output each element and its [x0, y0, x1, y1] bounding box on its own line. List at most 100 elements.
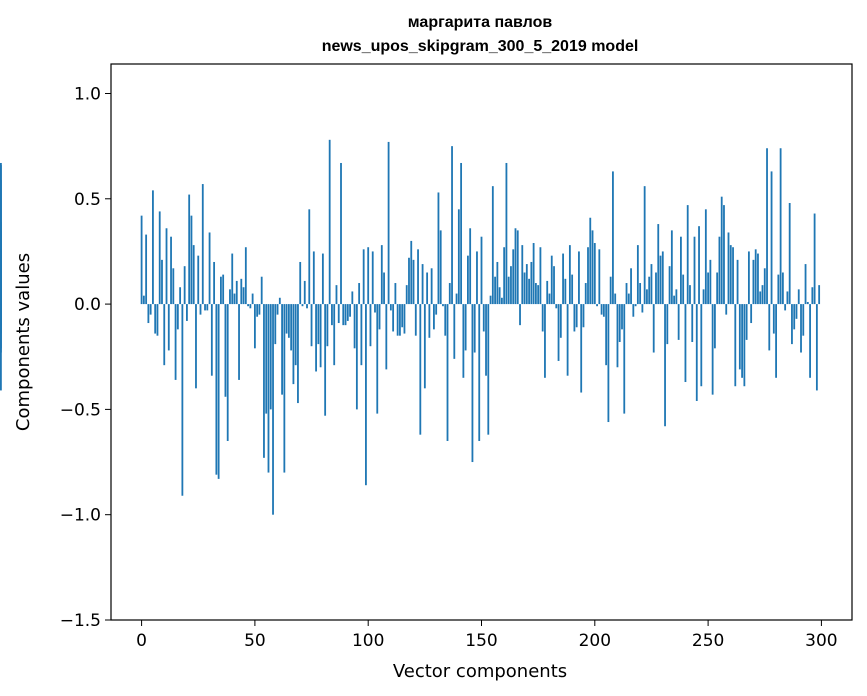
bar [174, 304, 177, 380]
bar [591, 230, 594, 305]
bar [333, 304, 336, 366]
bar [242, 287, 245, 305]
bar [274, 304, 277, 345]
bar [564, 278, 567, 305]
bar [355, 304, 358, 410]
bar [743, 304, 746, 387]
bar [258, 304, 261, 315]
x-tick-label: 250 [692, 631, 724, 651]
x-axis-label: Vector components [393, 661, 567, 682]
bar [353, 304, 356, 349]
bar [233, 293, 236, 305]
bar [609, 276, 612, 305]
bar [809, 304, 811, 378]
bar [512, 249, 515, 305]
bar [235, 280, 238, 305]
bar [702, 289, 705, 305]
bar [349, 304, 351, 317]
bar [648, 276, 651, 305]
bar [729, 245, 732, 305]
bar [419, 304, 422, 435]
bar [310, 304, 313, 347]
bar [383, 272, 385, 305]
bar [741, 304, 743, 378]
bar [725, 304, 728, 315]
bar [593, 243, 596, 305]
bar [766, 148, 768, 305]
bar [433, 304, 435, 330]
bar [745, 304, 748, 340]
bar [238, 304, 240, 380]
bar [684, 304, 687, 383]
x-axis-ticks: 0 50 100 150 200 250 300 [136, 620, 838, 651]
bar [0, 304, 2, 391]
bar [428, 304, 431, 338]
bar [142, 295, 145, 305]
bar [396, 304, 399, 336]
bar [510, 266, 512, 305]
bar [781, 272, 784, 305]
bar [344, 304, 347, 326]
bar [451, 146, 453, 305]
bar [568, 245, 571, 305]
bar [587, 247, 589, 305]
bar [183, 266, 186, 305]
bar [566, 304, 569, 376]
bar [650, 264, 653, 305]
bar [380, 245, 383, 305]
bar [732, 247, 734, 305]
bar [308, 209, 311, 305]
bar [689, 285, 691, 305]
bar [403, 304, 406, 334]
x-tick-label: 300 [805, 631, 837, 651]
bar [455, 293, 458, 305]
bar [229, 289, 231, 305]
bar [149, 304, 152, 315]
bar [813, 213, 816, 305]
bar [208, 232, 211, 305]
bar [659, 255, 662, 305]
bar [170, 236, 172, 305]
bar [736, 259, 739, 305]
bar [786, 291, 789, 305]
x-tick-label: 150 [465, 631, 497, 651]
bar [709, 259, 712, 305]
bar [158, 211, 161, 305]
bar [716, 272, 719, 305]
bar [190, 215, 193, 305]
bar [471, 304, 474, 463]
bar [727, 232, 730, 305]
bar [476, 251, 478, 305]
bar [571, 274, 574, 305]
bar [491, 186, 494, 305]
bar [176, 304, 179, 330]
bar [752, 259, 755, 305]
bar [367, 247, 370, 305]
bar [632, 304, 635, 317]
bar [546, 280, 549, 305]
bar [206, 304, 209, 311]
bar [423, 304, 426, 389]
bar [698, 226, 700, 305]
bar [256, 304, 259, 317]
bar [573, 304, 576, 332]
bar [811, 287, 814, 305]
bar [156, 304, 159, 336]
bar [482, 304, 485, 332]
bar [294, 304, 297, 366]
bar [598, 249, 601, 305]
x-tick-label: 0 [136, 631, 147, 651]
bar [426, 272, 429, 305]
bar [734, 304, 737, 387]
bar [507, 276, 510, 305]
bar [457, 209, 460, 305]
bar [521, 245, 524, 305]
bar [711, 304, 714, 395]
bar [399, 304, 401, 336]
bar [514, 228, 517, 305]
bar [596, 304, 598, 307]
y-axis-ticks: 1.0 0.5 0.0 −0.5 −1.0 −1.5 [60, 84, 111, 631]
bar [670, 230, 673, 305]
chart-title: маргарита павлов [408, 14, 553, 31]
